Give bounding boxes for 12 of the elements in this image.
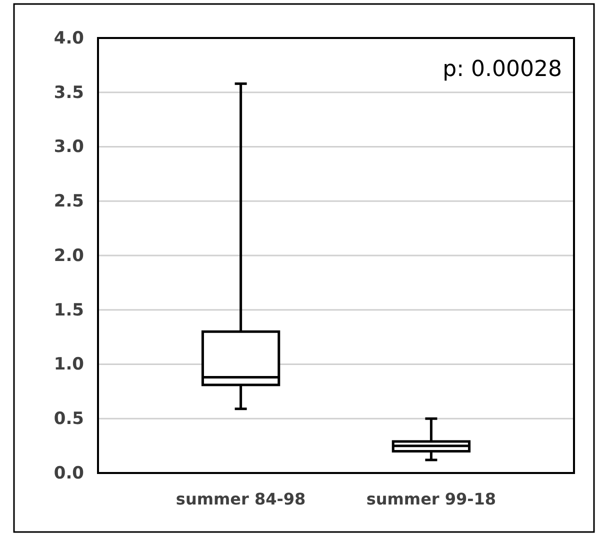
y-tick-label: 1.0 xyxy=(54,354,84,375)
y-tick-label: 2.5 xyxy=(54,192,84,212)
y-tick-label: 3.5 xyxy=(54,82,84,103)
y-tick-label: 4.0 xyxy=(54,28,84,48)
y-tick-label: 2.0 xyxy=(54,246,84,266)
y-tick-label: 1.5 xyxy=(54,300,84,320)
x-tick-label: summer 99-18 xyxy=(366,489,496,508)
annotation: p: 0.00028 xyxy=(442,57,562,82)
x-tick-label: summer 84-98 xyxy=(176,489,306,508)
y-tick-label: 3.0 xyxy=(54,137,84,158)
y-tick-label: 0.0 xyxy=(54,463,84,484)
y-tick-label: 0.5 xyxy=(54,409,84,430)
